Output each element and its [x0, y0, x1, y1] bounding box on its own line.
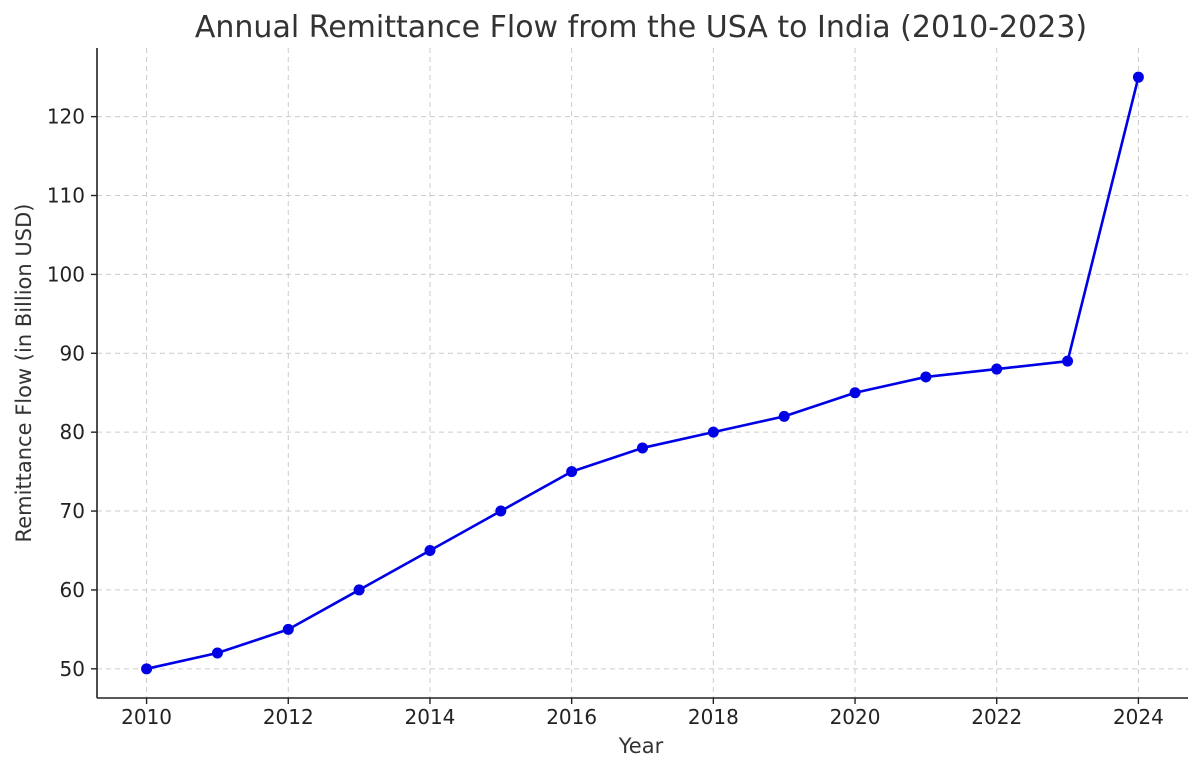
y-tick-label: 90 — [60, 341, 85, 365]
chart-title: Annual Remittance Flow from the USA to I… — [195, 10, 1087, 45]
x-tick-label: 2012 — [263, 705, 314, 729]
grid — [97, 48, 1188, 698]
x-tick-label: 2010 — [121, 705, 172, 729]
x-tick-label: 2014 — [405, 705, 456, 729]
data-point — [1062, 355, 1074, 367]
y-axis-ticks: 50 60 70 80 90 100 110 120 — [47, 105, 97, 681]
y-tick-label: 80 — [60, 420, 85, 444]
y-tick-label: 60 — [60, 578, 85, 602]
y-tick-label: 70 — [60, 499, 85, 523]
x-axis-ticks: 2010 2012 2014 2016 2018 2020 2022 2024 — [121, 698, 1164, 729]
x-tick-label: 2018 — [688, 705, 739, 729]
data-point — [353, 584, 365, 596]
data-point — [1132, 71, 1144, 83]
y-axis-label: Remittance Flow (in Billion USD) — [12, 204, 36, 543]
data-point-layer — [141, 71, 1144, 675]
data-point — [849, 387, 861, 399]
data-point — [637, 442, 648, 454]
x-tick-label: 2024 — [1113, 705, 1164, 729]
y-tick-label: 50 — [60, 657, 85, 681]
x-tick-label: 2020 — [830, 705, 881, 729]
data-point — [920, 371, 932, 383]
series-line-layer — [146, 76, 1140, 671]
data-point — [707, 426, 719, 438]
x-tick-label: 2016 — [546, 705, 597, 729]
data-point — [282, 623, 294, 635]
data-point — [566, 466, 578, 478]
series-line — [146, 76, 1140, 671]
data-point — [141, 663, 153, 675]
y-tick-label: 100 — [47, 262, 85, 286]
y-tick-label: 120 — [47, 105, 85, 129]
x-tick-label: 2022 — [971, 705, 1022, 729]
data-point — [778, 410, 790, 422]
data-point — [991, 363, 1003, 375]
data-point — [424, 544, 436, 556]
data-point — [211, 647, 223, 659]
y-tick-label: 110 — [47, 184, 85, 208]
x-axis-label: Year — [618, 734, 664, 758]
data-point — [495, 505, 507, 517]
